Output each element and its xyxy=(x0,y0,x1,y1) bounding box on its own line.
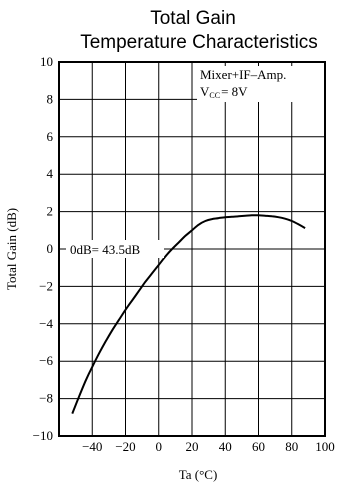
x-tick-label: −20 xyxy=(115,439,135,454)
y-tick-label: −6 xyxy=(39,353,53,368)
annotation-box xyxy=(66,240,164,258)
y-tick-label: 2 xyxy=(47,204,54,219)
x-tick-label: 0 xyxy=(156,439,163,454)
y-tick-label: −4 xyxy=(39,316,53,331)
y-tick-label: 10 xyxy=(40,54,53,69)
chart-title-line1: Total Gain xyxy=(150,8,236,29)
x-tick-label: −40 xyxy=(82,439,102,454)
chart-title-line2: Temperature Characteristics xyxy=(80,32,318,53)
legend-box xyxy=(197,66,324,102)
y-tick-label: 8 xyxy=(47,91,54,106)
y-tick-labels: 10 8 6 4 2 0 −2 −4 −6 −8 −10 xyxy=(33,54,54,443)
x-tick-labels: −40 −20 0 20 40 60 80 100 xyxy=(82,439,335,454)
y-tick-label: −10 xyxy=(33,428,53,443)
y-tick-label: 0 xyxy=(47,241,54,256)
x-tick-label: 80 xyxy=(285,439,298,454)
plot-frame xyxy=(58,61,326,437)
x-tick-label: 100 xyxy=(315,439,335,454)
legend-mixer-label: Mixer+IF–Amp. xyxy=(200,67,286,82)
y-tick-label: 6 xyxy=(47,129,54,144)
x-tick-label: 40 xyxy=(219,439,232,454)
y-tick-label: 4 xyxy=(47,166,54,181)
x-axis-label: Ta (°C) xyxy=(179,467,218,482)
gain-curve xyxy=(71,214,306,414)
zero-db-annotation: 0dB= 43.5dB xyxy=(70,242,141,257)
y-tick-label: −8 xyxy=(39,391,53,406)
legend-vcc-label: VCC= 8V xyxy=(200,84,248,100)
y-tick-label: −2 xyxy=(39,278,53,293)
y-axis-label: Total Gain (dB) xyxy=(4,208,19,290)
x-tick-label: 20 xyxy=(186,439,199,454)
x-tick-label: 60 xyxy=(252,439,265,454)
